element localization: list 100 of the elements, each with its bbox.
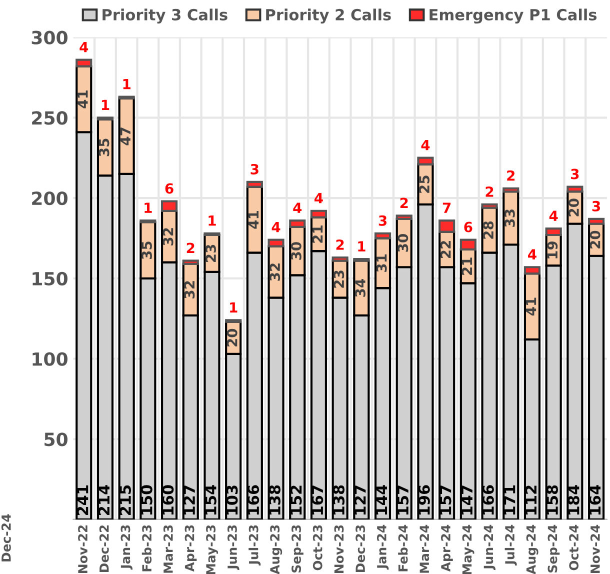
data-label: 20 <box>226 328 238 346</box>
x-tick-label: Mar-24 <box>420 524 430 573</box>
data-label: 1 <box>230 302 238 312</box>
bar <box>588 218 605 225</box>
bar <box>246 180 263 188</box>
legend-label: Priority 3 Calls <box>102 8 228 24</box>
data-label: 2 <box>507 170 514 181</box>
data-label: 21 <box>312 225 323 243</box>
data-label: 166 <box>248 485 260 515</box>
data-label: 23 <box>206 244 216 262</box>
x-tick-label: Jul-24 <box>504 524 517 566</box>
data-label: 1 <box>123 78 130 90</box>
data-label: 2 <box>400 198 408 208</box>
x-tick-label: Nov-23 <box>334 525 344 573</box>
x-tick-label: Nov-22 <box>78 525 88 573</box>
data-label: 150 <box>140 485 152 515</box>
data-label: 4 <box>549 210 558 221</box>
data-label: 138 <box>332 485 345 515</box>
data-label: 22 <box>440 241 451 258</box>
bar <box>524 266 541 275</box>
y-tick-label: 200 <box>32 191 68 206</box>
bar <box>481 203 498 209</box>
data-label: 30 <box>290 242 302 260</box>
bar <box>332 256 348 262</box>
bar <box>417 156 434 166</box>
bar <box>182 260 199 265</box>
data-label: 144 <box>376 485 387 515</box>
data-label: 41 <box>526 298 536 316</box>
data-label: 241 <box>76 485 88 516</box>
data-label: 184 <box>568 485 580 515</box>
data-label: 158 <box>546 485 558 515</box>
x-tick-label: Jun-23 <box>227 525 240 570</box>
data-label: 4 <box>293 202 302 213</box>
data-label: 4 <box>421 140 430 150</box>
data-label: 6 <box>165 183 174 194</box>
data-label: 3 <box>571 168 579 180</box>
data-label: 19 <box>547 241 558 258</box>
bar <box>545 228 562 236</box>
y-tick-label: 150 <box>32 272 68 286</box>
bar <box>438 219 456 233</box>
x-tick-label: Nov-24 <box>590 524 600 573</box>
data-label: 4 <box>80 42 88 52</box>
bar <box>566 186 584 193</box>
bar <box>310 210 328 218</box>
data-label: 1 <box>144 202 152 213</box>
data-label: 2 <box>186 242 194 253</box>
data-label: 30 <box>398 234 408 252</box>
data-label: 4 <box>314 193 323 204</box>
data-label: 32 <box>162 228 174 246</box>
data-label: 127 <box>184 486 195 515</box>
data-label: 23 <box>334 270 344 288</box>
data-label: 4 <box>272 222 280 232</box>
x-tick-label: Aug-23 <box>270 525 282 574</box>
data-label: 164 <box>589 485 601 515</box>
data-label: 3 <box>378 215 386 226</box>
x-tick-label: Sep-24 <box>548 524 560 572</box>
data-label: 34 <box>354 279 366 297</box>
data-label: 147 <box>461 486 472 515</box>
data-label: 2 <box>486 186 494 197</box>
x-tick-label: Apr-23 <box>184 525 197 572</box>
data-label: 28 <box>483 221 494 239</box>
data-label: 33 <box>504 210 515 227</box>
legend-label: Priority 2 Calls <box>266 8 391 24</box>
data-label: 7 <box>442 202 451 213</box>
data-label: 1 <box>358 241 366 252</box>
data-label: 1 <box>208 216 216 226</box>
data-label: 166 <box>482 485 494 515</box>
data-label: 154 <box>205 485 216 515</box>
data-label: 3 <box>592 200 600 212</box>
x-tick-label: Apr-24 <box>440 524 453 572</box>
x-tick-label: Jan-24 <box>376 524 389 570</box>
x-tick-label: Jun-24 <box>484 524 496 570</box>
bar <box>289 219 306 228</box>
data-label: 138 <box>268 485 280 515</box>
x-tick-label: Feb-23 <box>142 525 152 572</box>
x-tick-label: Oct-23 <box>312 525 322 570</box>
bar <box>160 200 178 212</box>
x-tick-label: Dec-23 <box>356 525 366 572</box>
x-tick-label: Feb-24 <box>398 524 408 572</box>
bar <box>460 238 476 251</box>
y-tick-label: 100 <box>32 352 68 366</box>
data-label: 32 <box>270 264 280 281</box>
data-label: 2 <box>336 239 344 250</box>
bar <box>374 232 392 240</box>
text: Dec-24 <box>1 514 11 562</box>
data-label: 20 <box>590 230 600 248</box>
legend-label: Emergency P1 Calls <box>430 8 597 24</box>
y-tick-label: 300 <box>32 30 68 44</box>
data-label: 3 <box>250 164 258 174</box>
data-label: 21 <box>462 258 472 275</box>
x-tick-label: May-24 <box>462 524 474 574</box>
data-label: 4 <box>528 249 536 260</box>
bar <box>268 238 284 248</box>
data-label: 41 <box>248 211 259 229</box>
x-tick-label: Jan-23 <box>120 525 133 570</box>
data-label: 31 <box>376 254 387 272</box>
data-label: 6 <box>464 222 472 232</box>
y-tick-label: 50 <box>44 432 68 446</box>
data-label: 41 <box>78 90 88 108</box>
data-label: 32 <box>184 281 195 298</box>
